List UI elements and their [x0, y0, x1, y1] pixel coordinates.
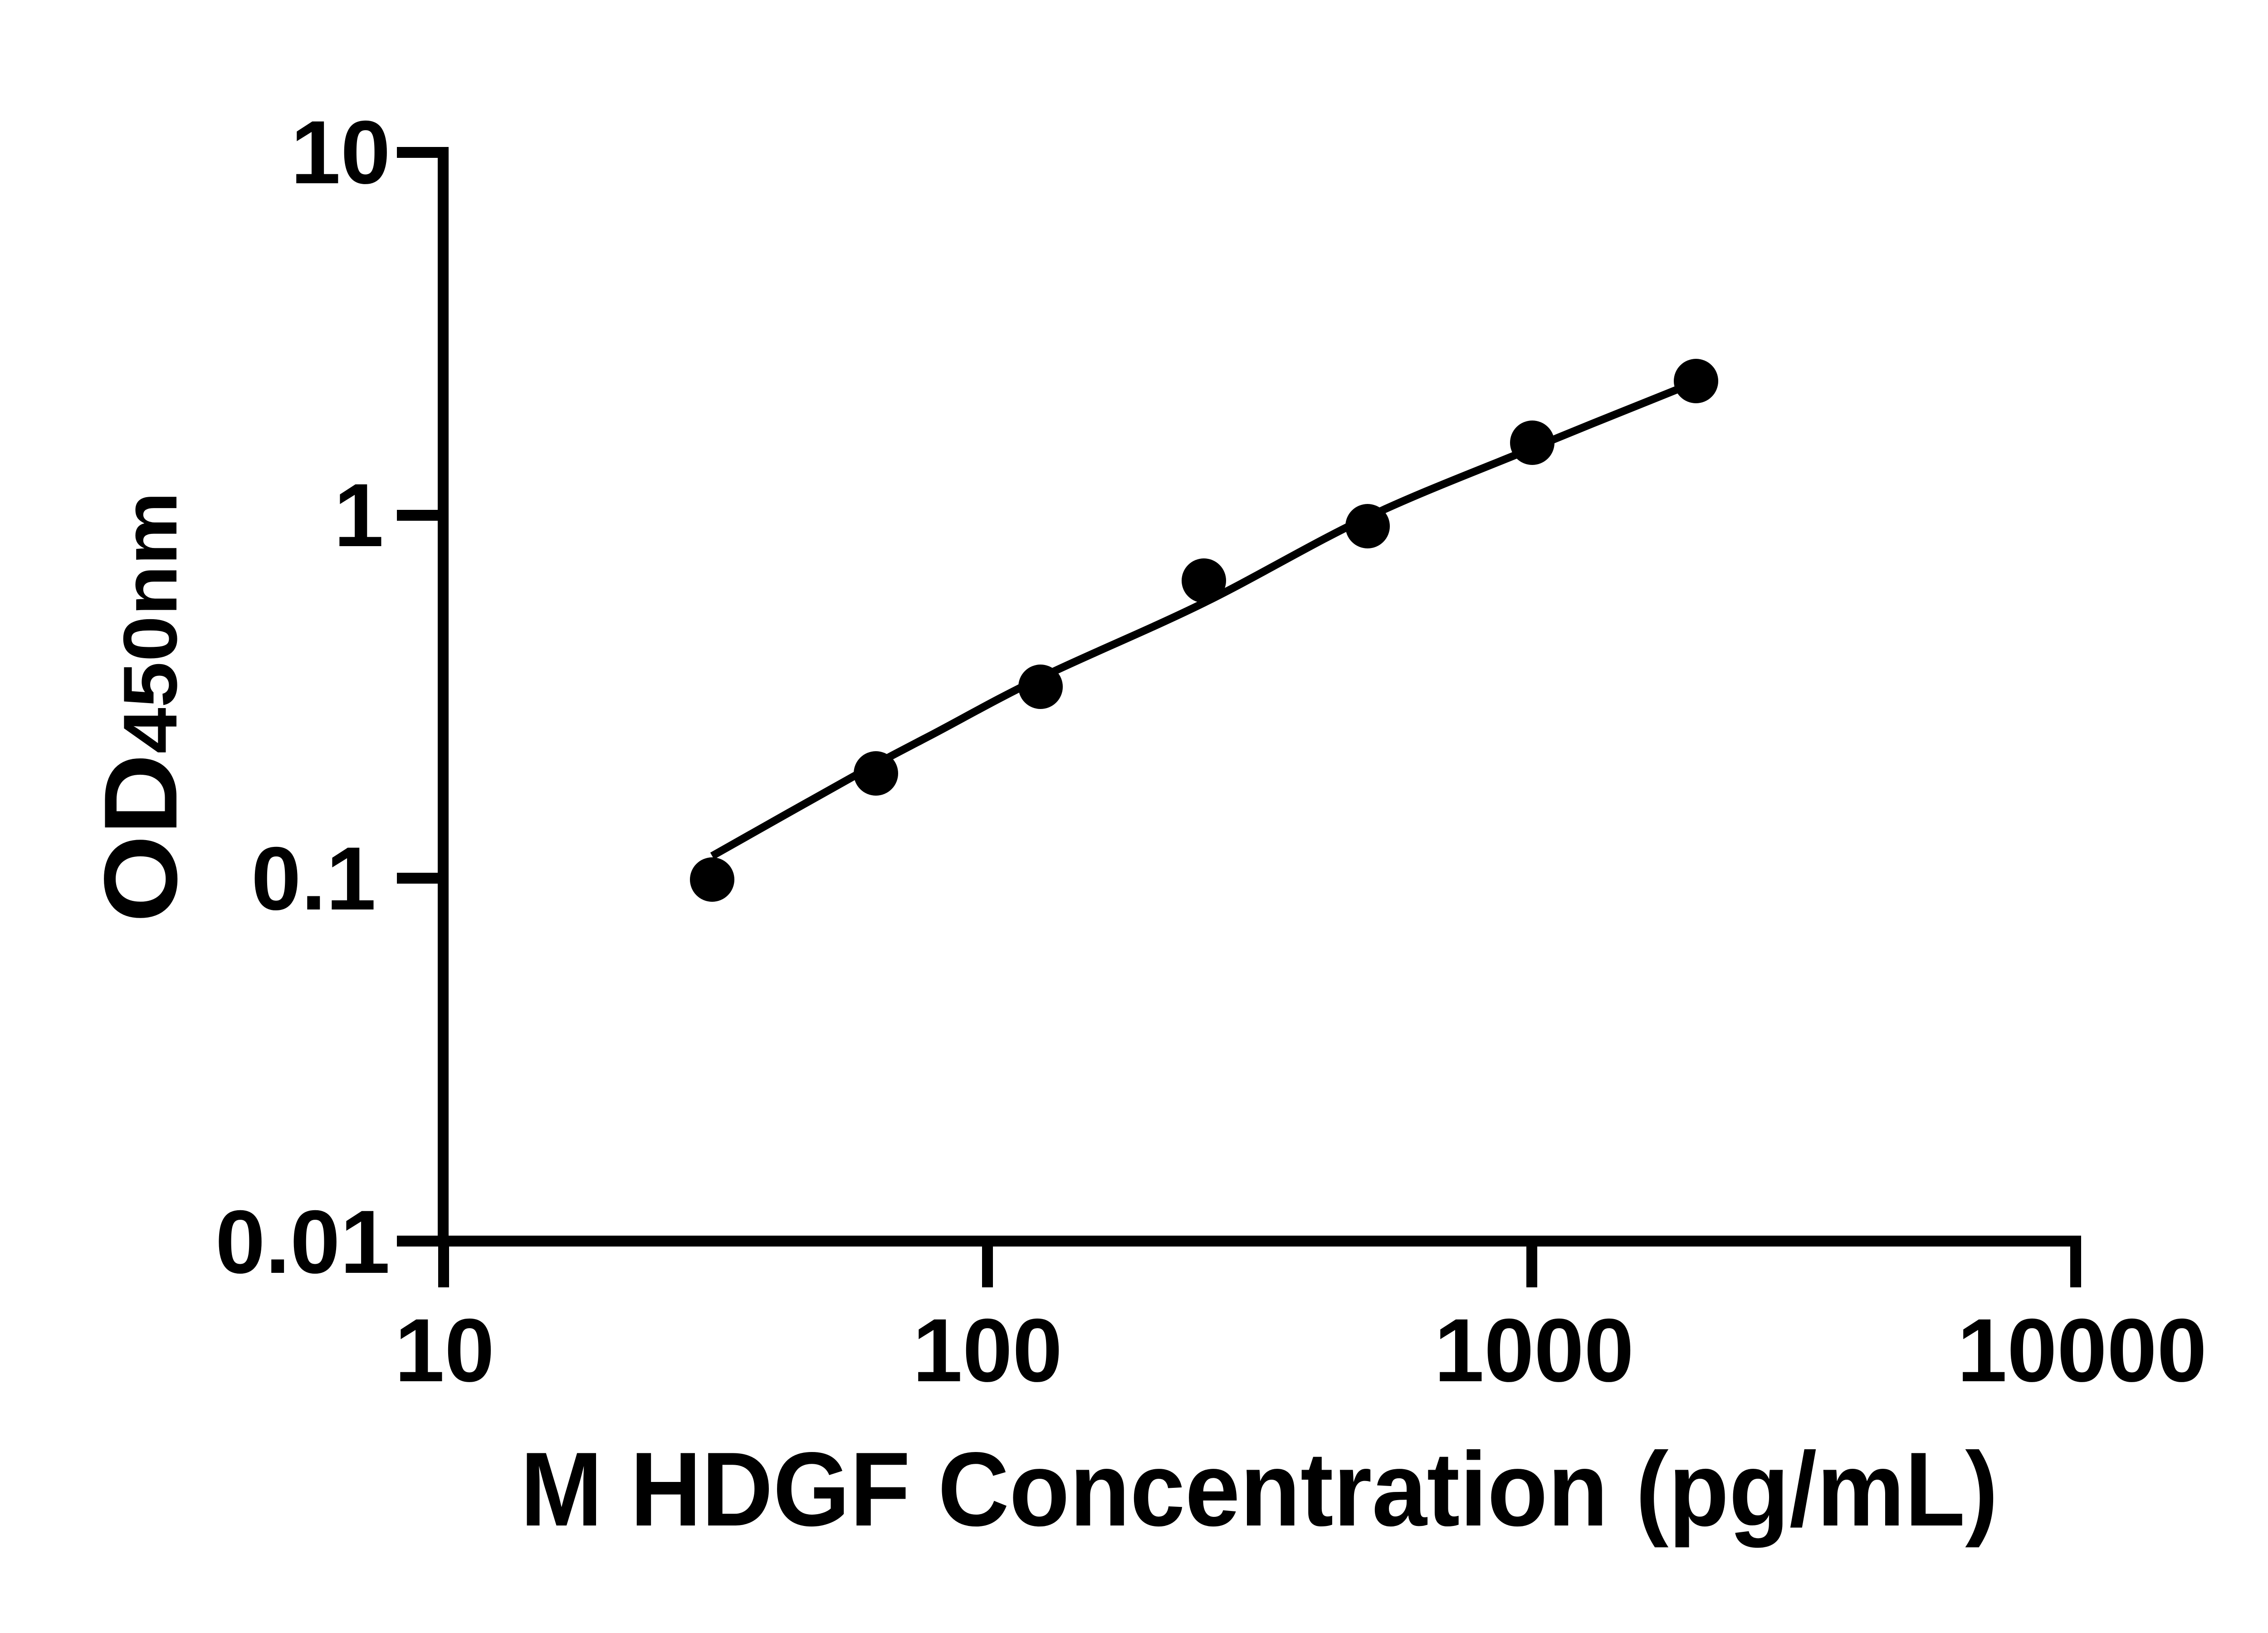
svg-text:10: 10	[395, 1300, 494, 1400]
svg-text:1: 1	[334, 465, 384, 565]
svg-text:0.1: 0.1	[251, 828, 376, 929]
svg-text:1000: 1000	[1434, 1300, 1634, 1400]
svg-text:0.01: 0.01	[215, 1192, 390, 1292]
svg-text:M HDGF Concentration (pg/mL): M HDGF Concentration (pg/mL)	[520, 1431, 1998, 1548]
svg-text:10: 10	[291, 102, 391, 202]
svg-text:100: 100	[913, 1300, 1062, 1400]
svg-text:10000: 10000	[1957, 1300, 2207, 1400]
svg-text:OD450nm: OD450nm	[83, 492, 199, 923]
